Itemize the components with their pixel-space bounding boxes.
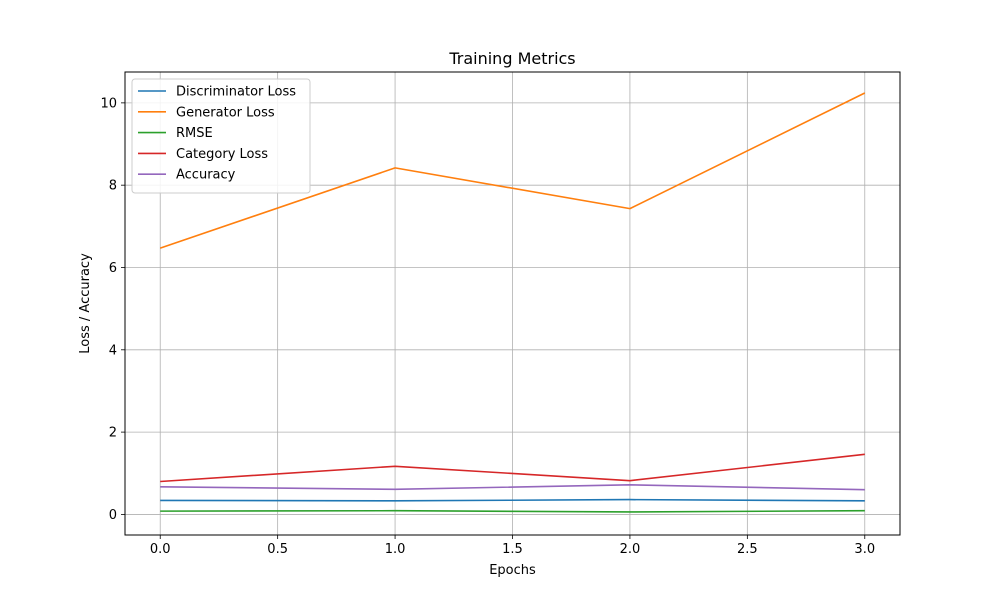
legend-label: Discriminator Loss bbox=[176, 85, 296, 100]
y-tick-label: 2 bbox=[109, 426, 117, 441]
x-tick-label: 0.5 bbox=[267, 542, 288, 557]
legend-label: Generator Loss bbox=[176, 105, 275, 120]
y-tick-label: 8 bbox=[109, 179, 117, 194]
tick-layer: 0.0 0.5 1.0 1.5 2.0 2.5 3.0 0 2 4 6 8 10 bbox=[100, 96, 875, 557]
legend-label: Category Loss bbox=[176, 147, 268, 162]
legend-label: RMSE bbox=[176, 126, 213, 141]
series-line-category-loss bbox=[160, 453, 865, 483]
x-tick-label: 2.0 bbox=[620, 542, 641, 557]
series-line-generator-loss bbox=[159, 92, 866, 249]
series-line-discriminator-loss bbox=[160, 498, 865, 502]
y-tick-label: 0 bbox=[109, 508, 117, 523]
x-tick-label: 1.0 bbox=[385, 542, 406, 557]
x-axis-label: Epochs bbox=[489, 563, 536, 578]
legend-box bbox=[131, 78, 311, 194]
x-tick-label: 2.5 bbox=[737, 542, 758, 557]
chart-title: Training Metrics bbox=[448, 49, 575, 68]
x-tick-label: 3.0 bbox=[854, 542, 875, 557]
x-tick-label: 0.0 bbox=[150, 542, 171, 557]
y-tick-label: 6 bbox=[109, 261, 117, 276]
series-line-accuracy bbox=[160, 483, 865, 491]
x-tick-label: 1.5 bbox=[502, 542, 523, 557]
legend-label: Accuracy bbox=[176, 168, 236, 183]
y-axis-label: Loss / Accuracy bbox=[78, 253, 93, 354]
grid-layer bbox=[125, 72, 900, 535]
y-tick-label: 4 bbox=[109, 343, 117, 358]
legend: Discriminator Loss Generator Loss RMSE Cate… bbox=[131, 78, 311, 194]
y-tick-label: 10 bbox=[100, 96, 117, 111]
series-line-rmse bbox=[160, 509, 865, 513]
series-layer bbox=[159, 92, 866, 513]
